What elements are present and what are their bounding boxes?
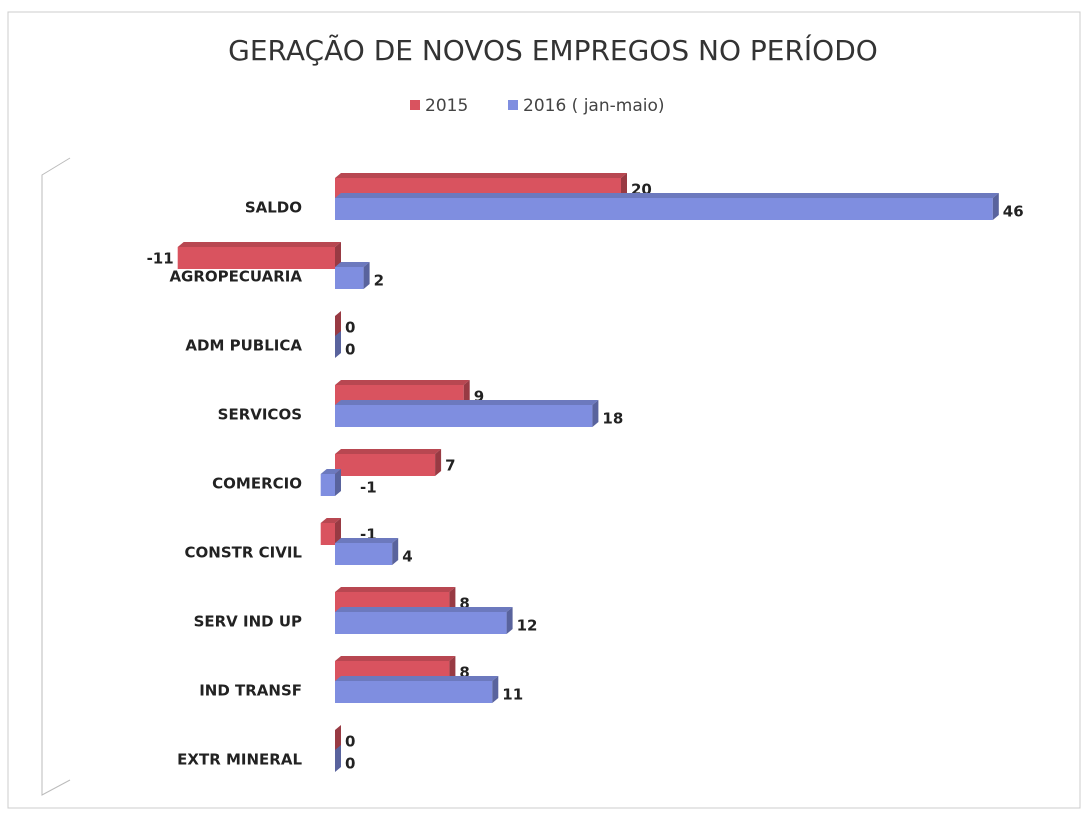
value-label: 9 <box>474 388 484 406</box>
category-label: ADM PUBLICA <box>185 337 302 355</box>
category-label: SERVICOS <box>218 406 302 424</box>
value-label: -1 <box>360 479 377 497</box>
bar <box>177 242 341 269</box>
value-label: 12 <box>517 617 538 635</box>
category-label: EXTR MINERAL <box>177 751 302 769</box>
bar <box>335 262 370 289</box>
legend-label: 2016 ( jan-maio) <box>523 96 665 116</box>
bar <box>320 518 341 545</box>
legend-swatch <box>508 100 518 110</box>
bar <box>335 745 341 772</box>
value-label: 46 <box>1003 203 1024 221</box>
value-label: 18 <box>602 410 623 428</box>
bar <box>335 538 399 565</box>
legend-label: 2015 <box>425 96 468 116</box>
value-label: 7 <box>445 457 455 475</box>
bar <box>335 400 599 427</box>
frame <box>7 11 1081 809</box>
value-label: 8 <box>459 664 469 682</box>
legend-swatch <box>410 100 420 110</box>
category-label: COMERCIO <box>212 475 302 493</box>
category-label: SERV IND UP <box>194 613 302 631</box>
category-label: AGROPECUARIA <box>169 268 302 286</box>
value-label: 0 <box>345 755 355 773</box>
value-label: 0 <box>345 733 355 751</box>
value-label: 0 <box>345 319 355 337</box>
bar <box>335 607 513 634</box>
category-label: IND TRANSF <box>199 682 302 700</box>
value-label: -11 <box>147 250 174 268</box>
value-label: 4 <box>402 548 412 566</box>
category-label: CONSTR CIVIL <box>185 544 303 562</box>
bar <box>335 311 341 338</box>
bar <box>335 676 499 703</box>
value-label: 8 <box>459 595 469 613</box>
bar <box>335 449 442 476</box>
bar <box>335 331 341 358</box>
bar <box>320 469 341 496</box>
chart-title: GERAÇÃO DE NOVOS EMPREGOS NO PERÍODO <box>228 33 878 67</box>
side-bracket <box>41 157 71 796</box>
bar <box>335 725 341 752</box>
value-label: 11 <box>502 686 523 704</box>
value-label: 2 <box>374 272 384 290</box>
value-label: 0 <box>345 341 355 359</box>
bar <box>335 193 999 220</box>
category-label: SALDO <box>245 199 302 217</box>
